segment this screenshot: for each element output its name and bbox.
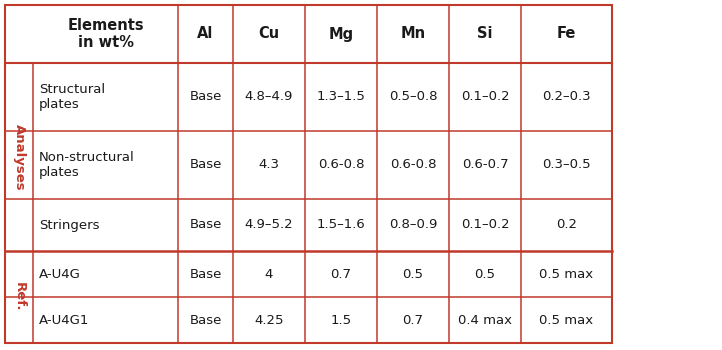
Text: 0.6-0.8: 0.6-0.8 xyxy=(390,159,436,172)
Text: 0.5 max: 0.5 max xyxy=(539,267,593,280)
Text: Base: Base xyxy=(189,218,222,231)
Text: 0.1–0.2: 0.1–0.2 xyxy=(461,91,509,104)
Text: 0.5: 0.5 xyxy=(474,267,495,280)
Text: 0.5–0.8: 0.5–0.8 xyxy=(388,91,438,104)
Text: 1.5: 1.5 xyxy=(331,314,352,327)
Text: 0.4 max: 0.4 max xyxy=(458,314,512,327)
Text: Structural
plates: Structural plates xyxy=(39,83,105,111)
Text: 4: 4 xyxy=(265,267,273,280)
Text: A-U4G1: A-U4G1 xyxy=(39,314,90,327)
Text: 0.1–0.2: 0.1–0.2 xyxy=(461,218,509,231)
Text: 4.3: 4.3 xyxy=(258,159,279,172)
Text: Fe: Fe xyxy=(557,27,576,42)
Text: Base: Base xyxy=(189,159,222,172)
Text: 0.7: 0.7 xyxy=(402,314,424,327)
Text: Non-structural
plates: Non-structural plates xyxy=(39,151,135,179)
Text: 4.25: 4.25 xyxy=(254,314,284,327)
Text: Analyses: Analyses xyxy=(12,124,25,190)
Text: 0.6-0.8: 0.6-0.8 xyxy=(318,159,365,172)
Text: Cu: Cu xyxy=(258,27,279,42)
Text: 0.2: 0.2 xyxy=(556,218,577,231)
Bar xyxy=(5,5,612,343)
Text: 0.3–0.5: 0.3–0.5 xyxy=(542,159,591,172)
Text: Mn: Mn xyxy=(401,27,425,42)
Text: Ref.: Ref. xyxy=(12,282,25,312)
Text: 0.8–0.9: 0.8–0.9 xyxy=(389,218,438,231)
Text: 4.8–4.9: 4.8–4.9 xyxy=(245,91,293,104)
Text: 4.9–5.2: 4.9–5.2 xyxy=(245,218,293,231)
Text: 0.5: 0.5 xyxy=(402,267,424,280)
Text: A-U4G: A-U4G xyxy=(39,267,81,280)
Text: 0.7: 0.7 xyxy=(331,267,352,280)
Text: Base: Base xyxy=(189,267,222,280)
Text: Stringers: Stringers xyxy=(39,218,100,231)
Text: 0.5 max: 0.5 max xyxy=(539,314,593,327)
Text: 1.5–1.6: 1.5–1.6 xyxy=(317,218,365,231)
Text: 0.6-0.7: 0.6-0.7 xyxy=(461,159,508,172)
Text: Elements
in wt%: Elements in wt% xyxy=(67,18,144,50)
Text: Base: Base xyxy=(189,91,222,104)
Text: 0.2–0.3: 0.2–0.3 xyxy=(542,91,591,104)
Text: Base: Base xyxy=(189,314,222,327)
Text: 1.3–1.5: 1.3–1.5 xyxy=(316,91,365,104)
Text: Al: Al xyxy=(197,27,214,42)
Text: Si: Si xyxy=(477,27,492,42)
Text: Mg: Mg xyxy=(329,27,354,42)
